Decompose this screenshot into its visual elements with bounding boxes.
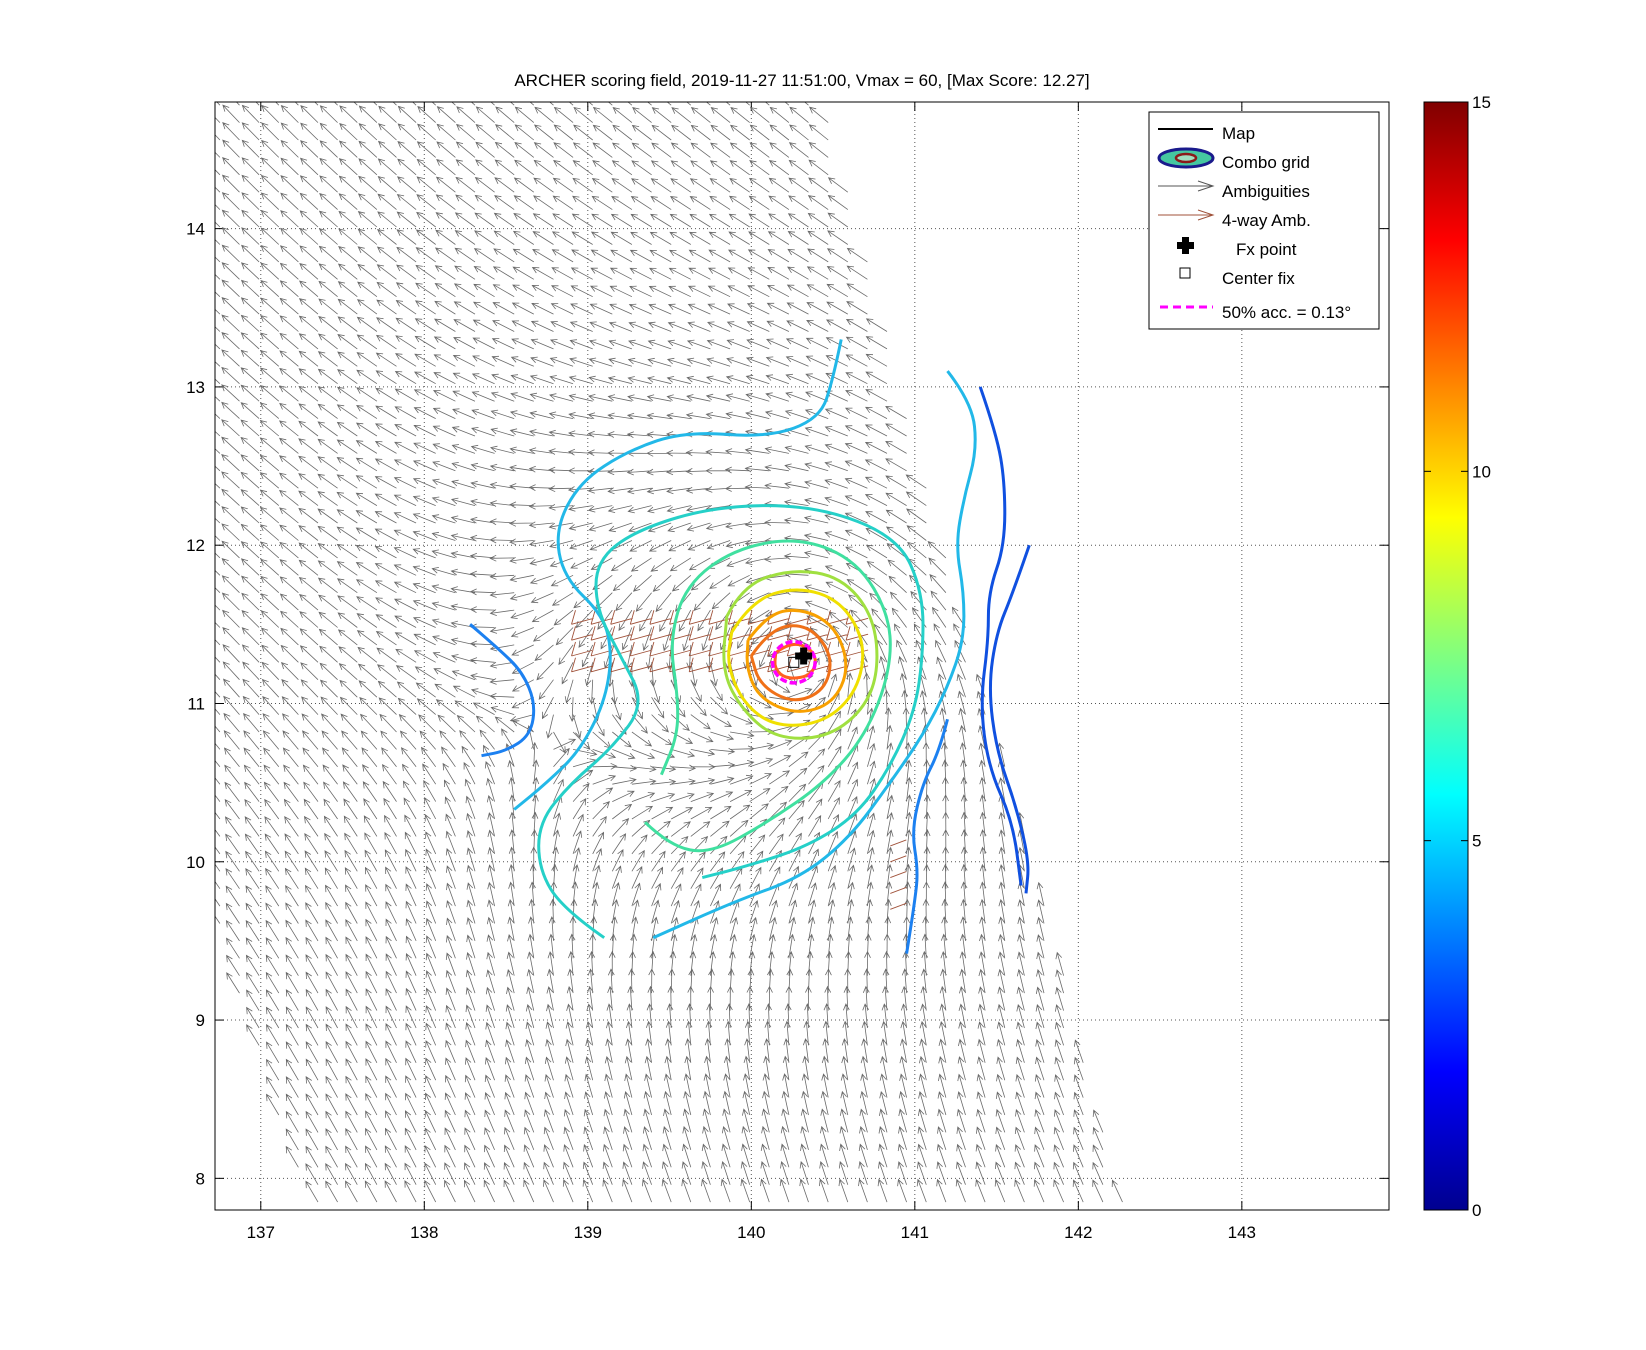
chart-title: ARCHER scoring field, 2019-11-27 11:51:0… [514,71,1089,90]
x-tick-label: 142 [1064,1223,1092,1242]
colorbar-tick-label: 10 [1472,462,1491,481]
legend-ambiguity-swatch [1158,180,1215,192]
legend-combo-swatch [1157,147,1215,169]
x-tick-label: 141 [901,1223,929,1242]
contour-line [652,370,977,940]
y-tick-label: 11 [187,694,205,713]
contour-line [905,718,949,954]
contour-line [643,539,892,853]
colorbar [1423,101,1469,1211]
x-tick-label: 138 [410,1223,438,1242]
fx-point-marker [795,647,813,665]
y-tick-label: 8 [196,1169,205,1188]
colorbar-tick-label: 0 [1472,1201,1481,1220]
y-tick-label: 14 [186,220,205,239]
contour-line [513,339,843,811]
contour-line [988,544,1031,894]
contour-line [745,608,848,713]
legend-label-ambiguities: Ambiguities [1222,182,1310,201]
center-fix-marker [788,656,800,668]
contour-line [978,386,1023,886]
y-tick-label: 12 [186,536,205,555]
legend-4way-swatch [1158,209,1215,221]
x-tick-label: 143 [1228,1223,1256,1242]
contour-line [727,588,865,727]
legend-fx-swatch [1177,237,1194,254]
x-tick-label: 140 [737,1223,765,1242]
legend-label-map: Map [1222,124,1255,143]
legend: Map Combo grid Ambiguities 4-way Amb. Fx… [1148,111,1380,330]
x-tick-label: 139 [574,1223,602,1242]
contour-line [722,570,879,740]
y-tick-label: 9 [196,1011,205,1030]
center-markers [788,647,813,668]
legend-label-4way: 4-way Amb. [1222,211,1311,230]
legend-label-fx: Fx point [1236,240,1297,259]
x-tick-label: 137 [247,1223,275,1242]
colorbar-ticks: 0 5 10 15 [1424,93,1491,1220]
contour-line [537,504,925,939]
x-tick-labels: 137 138 139 140 141 142 143 [247,1223,1256,1242]
legend-center-swatch [1179,267,1191,279]
legend-label-acc: 50% acc. = 0.13° [1222,303,1351,322]
acc-circle [770,640,817,685]
legend-label-combo: Combo grid [1222,153,1310,172]
contour-line [469,623,536,758]
colorbar-tick-label: 15 [1472,93,1491,112]
axes-box [214,101,1390,1211]
contour-line [749,624,832,702]
legend-label-center: Center fix [1222,269,1295,288]
score-contours [469,339,1031,954]
acc-circle-group [770,640,817,685]
y-tick-label: 13 [186,378,205,397]
y-tick-labels: 8 9 10 11 12 13 14 [186,220,205,1189]
colorbar-tick-label: 5 [1472,832,1481,851]
y-tick-label: 10 [186,853,205,872]
